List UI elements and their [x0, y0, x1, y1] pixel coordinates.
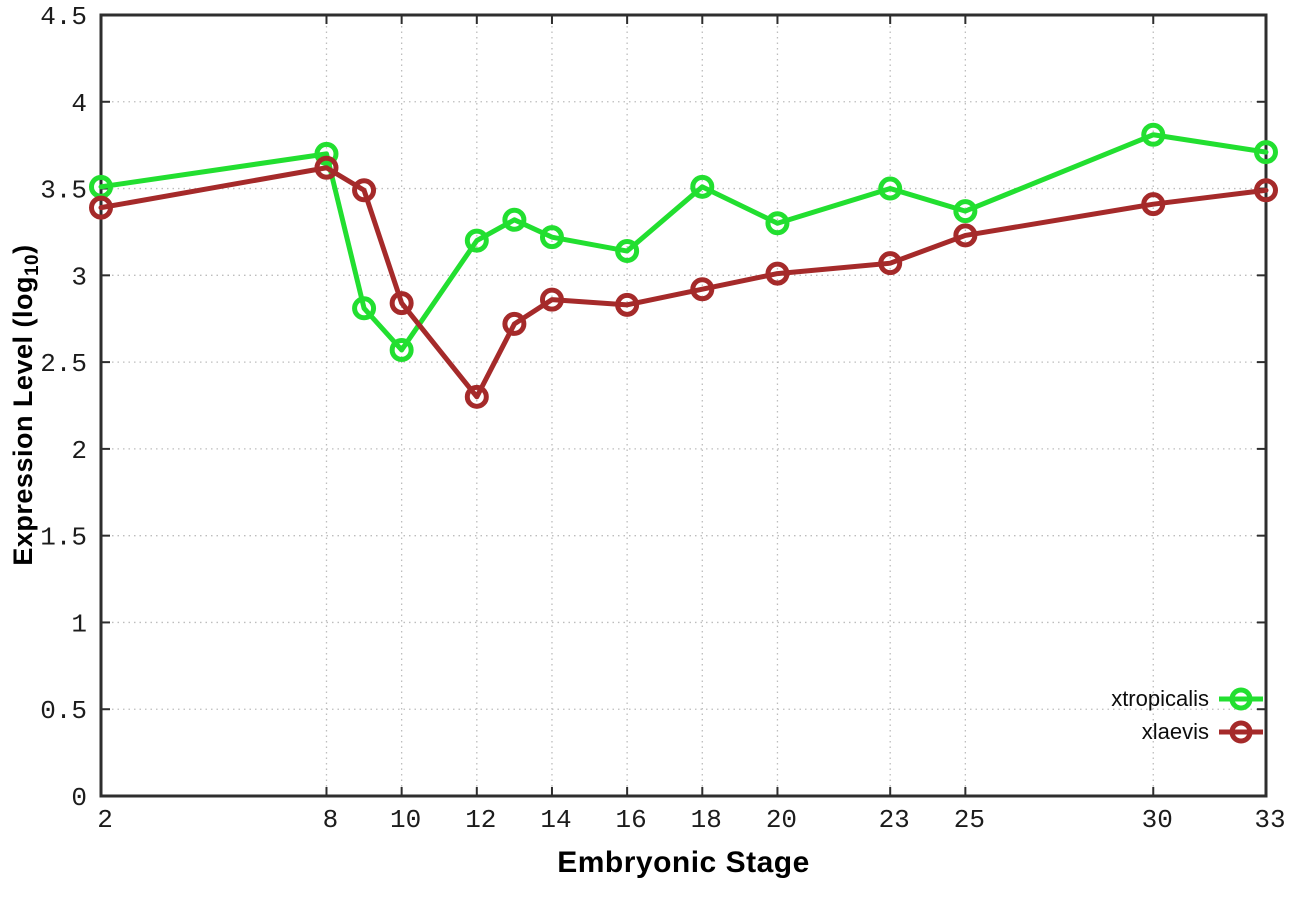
y-axis-title: Expression Level (log10): [8, 244, 44, 565]
data-point-xlaevis: [765, 261, 790, 286]
legend: xtropicalis xlaevis: [1111, 684, 1264, 746]
legend-entry-xtropicalis: xtropicalis: [1111, 684, 1264, 713]
x-tick-label: 18: [691, 805, 722, 835]
data-point-xtropicalis: [1141, 122, 1166, 147]
y-tick-label: 1: [71, 609, 87, 639]
data-point-xtropicalis: [690, 174, 715, 199]
x-tick-label: 8: [323, 805, 339, 835]
data-point-xlaevis: [352, 178, 377, 203]
y-tick-label: 2.5: [40, 349, 87, 379]
legend-line-sample-icon: [1219, 687, 1263, 710]
x-tick-label: 33: [1254, 805, 1285, 835]
legend-line-sample-icon: [1219, 720, 1263, 743]
data-point-xtropicalis: [765, 211, 790, 236]
x-tick-label: 12: [465, 805, 496, 835]
data-point-xlaevis: [953, 223, 978, 248]
data-point-xtropicalis: [615, 239, 640, 264]
data-point-xtropicalis: [464, 228, 489, 253]
data-point-xtropicalis: [352, 296, 377, 321]
x-tick-label: 2: [97, 805, 113, 835]
x-tick-label: 23: [879, 805, 910, 835]
y-tick-label: 0: [71, 783, 87, 813]
x-tick-label: 25: [954, 805, 985, 835]
y-tick-label: 3: [71, 262, 87, 292]
data-point-xtropicalis: [502, 207, 527, 232]
x-tick-label: 16: [616, 805, 647, 835]
data-point-xlaevis: [878, 251, 903, 276]
data-point-xtropicalis: [389, 337, 414, 362]
data-point-xlaevis: [1141, 192, 1166, 217]
x-tick-label: 20: [766, 805, 797, 835]
data-point-xtropicalis: [1254, 140, 1278, 165]
data-point-xtropicalis: [314, 141, 339, 166]
legend-label: xtropicalis: [1111, 685, 1209, 711]
y-axis-title-text: Expression Level (log: [7, 276, 38, 566]
y-tick-label: 0.5: [40, 696, 87, 726]
x-tick-label: 10: [390, 805, 421, 835]
data-point-xlaevis: [1254, 178, 1278, 203]
data-point-xlaevis: [539, 287, 564, 312]
y-tick-label: 4: [71, 89, 87, 119]
x-axis-title: Embryonic Stage: [557, 846, 810, 879]
data-point-xtropicalis: [953, 199, 978, 224]
data-point-xlaevis: [502, 311, 527, 336]
y-tick-label: 1.5: [40, 523, 87, 553]
data-point-xlaevis: [615, 292, 640, 317]
x-tick-label: 14: [540, 805, 571, 835]
series-line-xlaevis: [98, 165, 1269, 400]
y-tick-label: 4.5: [40, 2, 87, 32]
legend-label: xlaevis: [1141, 718, 1209, 744]
plot-border: [99, 13, 1268, 798]
y-axis-title-suffix: ): [7, 244, 38, 254]
y-axis-title-subscript: 10: [22, 253, 44, 277]
data-point-xlaevis: [89, 195, 113, 220]
data-point-xtropicalis: [878, 176, 903, 201]
data-point-xtropicalis: [539, 225, 564, 250]
legend-entry-xlaevis: xlaevis: [1111, 717, 1264, 746]
data-point-xlaevis: [389, 291, 414, 316]
series-line-xtropicalis: [98, 132, 1269, 353]
data-point-xlaevis: [464, 384, 489, 409]
data-point-xlaevis: [690, 277, 715, 302]
y-tick-label: 3.5: [40, 176, 87, 206]
x-tick-label: 30: [1142, 805, 1173, 835]
y-tick-label: 2: [71, 436, 87, 466]
data-point-xlaevis: [314, 155, 339, 180]
